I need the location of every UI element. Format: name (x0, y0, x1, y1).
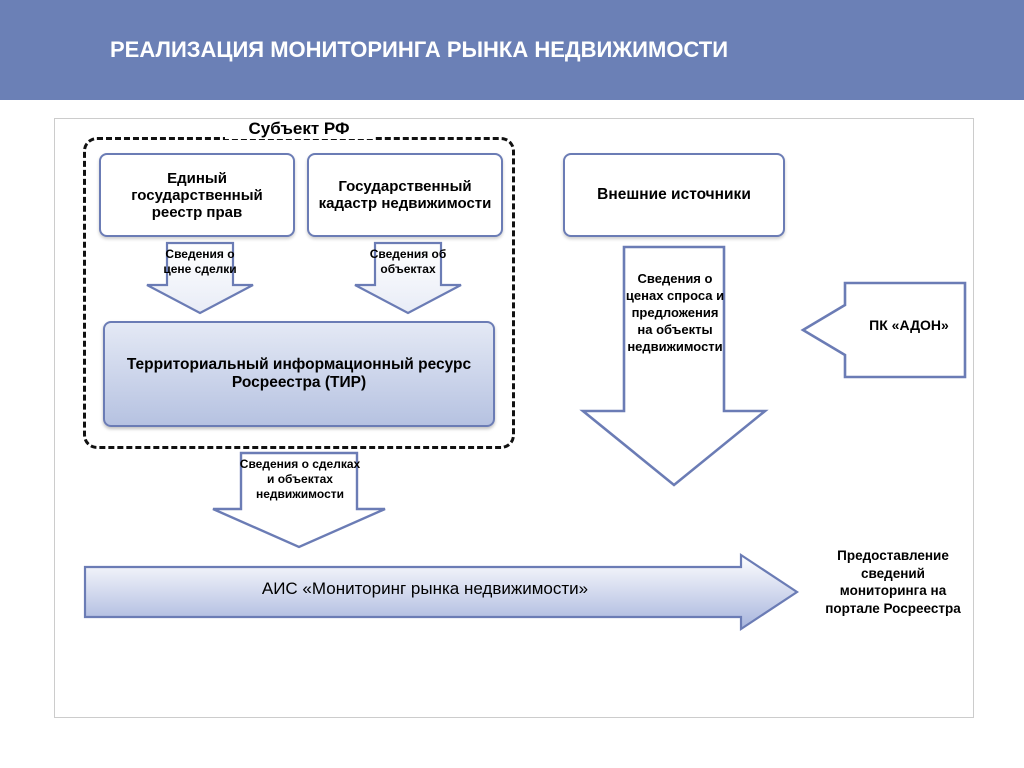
page-title: РЕАЛИЗАЦИЯ МОНИТОРИНГА РЫНКА НЕДВИЖИМОСТ… (110, 37, 728, 63)
label-sdelki: Сведения о цене сделки (153, 247, 247, 277)
label-spros: Сведения о ценах спроса и предложения на… (623, 271, 727, 355)
label-sdelki-obj: Сведения о сделках и объектах недвижимос… (239, 457, 361, 502)
label-objects: Сведения об объектах (361, 247, 455, 277)
header-bar: РЕАЛИЗАЦИЯ МОНИТОРИНГА РЫНКА НЕДВИЖИМОСТ… (0, 0, 1024, 100)
result-text: Предоставление сведений мониторинга на п… (819, 547, 967, 617)
box-external: Внешние источники (563, 153, 785, 237)
label-ais: АИС «Мониторинг рынка недвижимости» (165, 579, 685, 599)
box-tir: Территориальный информационный ресурс Ро… (103, 321, 495, 427)
box-egrp: Единый государственный реестр прав (99, 153, 295, 237)
box-gkn: Государственный кадастр недвижимости (307, 153, 503, 237)
subject-rf-label: Субъект РФ (225, 119, 373, 139)
label-adon: ПК «АДОН» (855, 317, 963, 333)
diagram-canvas: Субъект РФ Единый государственный реестр… (54, 118, 974, 718)
